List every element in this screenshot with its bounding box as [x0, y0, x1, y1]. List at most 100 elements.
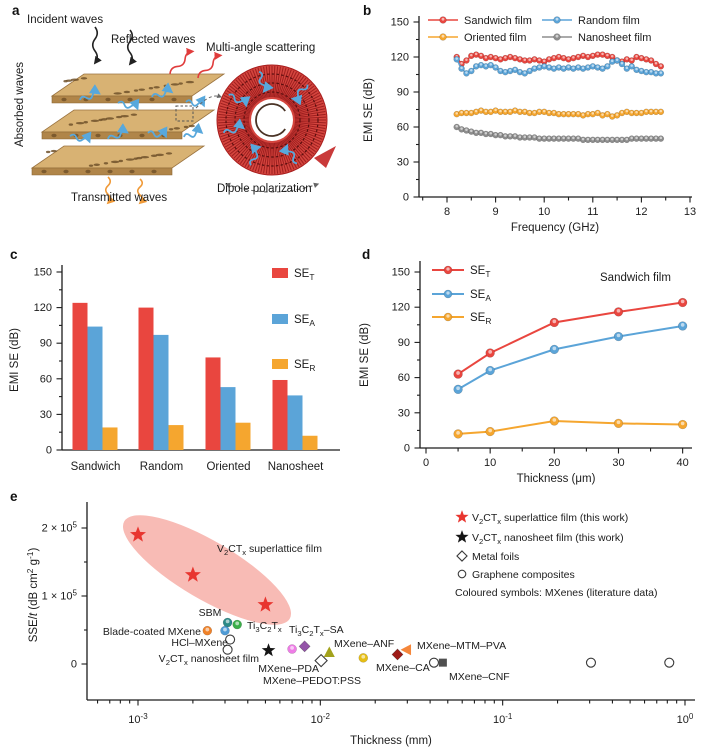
reflected-wave-icon — [169, 47, 195, 75]
series-SER — [453, 416, 688, 439]
scattered-wave-icon — [183, 122, 204, 138]
panel-d-letter: d — [362, 247, 371, 262]
y-tick-label: 150 — [391, 16, 409, 28]
series-nanosheet-film — [453, 123, 665, 144]
bar — [153, 334, 169, 450]
scattered-wave-icon — [69, 131, 92, 144]
y-tick-label: 30 — [40, 409, 52, 421]
legend-label: Random film — [578, 15, 640, 27]
x-tick-label: 10-1 — [493, 712, 513, 726]
axes: 0 30 60 90 120 150 8 9 10 11 12 13 Frequency (GHz) EM… — [363, 16, 696, 234]
transmitted-wave-icon — [104, 176, 116, 205]
point-label: Ti3C2Tx–SA — [289, 624, 344, 638]
inset-box — [175, 105, 194, 122]
point-mxene–pda — [298, 640, 311, 653]
point-mxene–anf — [323, 646, 335, 657]
y-tick-label: 1 × 105 — [42, 589, 78, 603]
legend-label: SER — [470, 312, 491, 326]
y-tick-label: 120 — [392, 302, 410, 314]
point-mxene–ca — [391, 648, 404, 661]
emi-se-vs-frequency-chart: 0 30 60 90 120 150 8 9 10 11 12 13 Frequency (GHz) EM… — [363, 15, 696, 234]
emi-se-vs-thickness-chart: 0 30 60 90 120 150 0 10 20 30 40 Thickness (μm) EMI … — [359, 261, 692, 485]
schematic-drawing — [30, 26, 336, 205]
scattered-wave-icon — [278, 143, 298, 165]
legend-label: SET — [294, 268, 314, 282]
y-tick-label: 2 × 105 — [42, 521, 78, 535]
legend-label: Nanosheet film — [578, 32, 651, 44]
series-SEA — [453, 321, 688, 394]
panel-b-letter: b — [363, 3, 372, 18]
category-label: Random — [140, 461, 183, 473]
y-tick-label: 60 — [40, 373, 52, 385]
x-tick-label: 10 — [538, 206, 550, 218]
dipole-polarization-label: Dipole polarization — [217, 183, 312, 195]
y-axis-title: EMI SE (dB) — [363, 78, 375, 142]
x-axis-title: Thickness (μm) — [517, 473, 596, 485]
bar — [235, 422, 251, 450]
x-tick-label: 8 — [444, 206, 450, 218]
mxene-scroll — [216, 64, 336, 176]
x-tick-label: 10-2 — [311, 712, 331, 726]
point-v2ctxsuperlatticefilm — [257, 596, 274, 612]
point-labels: V2CTx superlattice film SBM Blade-coated M… — [103, 543, 510, 687]
axes: 0 30 60 90 120 150 0 10 20 30 40 Thickness (μm) EMI … — [359, 261, 692, 485]
point-v2ctxsuperlatticefilm — [130, 526, 146, 542]
schematic-shapes — [30, 26, 336, 205]
legend-label: SER — [294, 359, 315, 373]
legend-label: Metal foils — [472, 551, 519, 563]
bar — [168, 425, 184, 450]
incident-waves-label: Incident waves — [27, 14, 104, 26]
point-blade-coatedmxene — [202, 625, 213, 636]
category-label: Sandwich — [71, 461, 121, 473]
bar — [87, 326, 103, 450]
y-tick-label: 0 — [71, 659, 77, 671]
scattered-wave-icon — [147, 126, 168, 139]
scattered-wave-icon — [151, 82, 174, 98]
mxene-slab — [30, 145, 206, 176]
inset-arrow-icon — [195, 93, 223, 109]
point-graphenecomposites — [664, 657, 675, 668]
y-tick-label: 0 — [403, 192, 409, 204]
point-mxene–mtm–pva — [400, 644, 412, 656]
sse-vs-thickness-scatter: 0 1 × 105 2 × 105 10-3 10-2 10-1 100 Thickness … — [25, 502, 695, 747]
y-tick-label: 150 — [34, 266, 52, 278]
x-axis-title: Frequency (GHz) — [511, 222, 599, 234]
bar — [205, 357, 221, 450]
scattered-wave-icon — [222, 118, 245, 134]
panel-a-schematic: Incident waves Reflected waves Multi-ang… — [0, 0, 352, 245]
bar — [272, 379, 288, 450]
scattered-wave-icon — [117, 98, 140, 111]
x-axis-title: Thickness (mm) — [350, 735, 432, 747]
legend: Sandwich film Random film Oriented film Nan… — [428, 15, 651, 44]
axes: 0 1 × 105 2 × 105 10-3 10-2 10-1 100 Thickness … — [25, 502, 695, 747]
multi-angle-scattering-label: Multi-angle scattering — [206, 42, 316, 54]
point-label: MXene–PDA — [258, 663, 319, 675]
scattered-wave-icon — [290, 84, 309, 106]
absorbed-waves-label: Absorbed waves — [14, 62, 26, 148]
legend-label: Graphene composites — [472, 569, 575, 581]
x-tick-label: 12 — [635, 206, 647, 218]
scattered-wave-icon — [258, 70, 274, 93]
scattered-wave-icon — [79, 84, 101, 101]
point-hcl–mxene — [225, 634, 236, 645]
point-label: MXene–CA — [376, 662, 430, 674]
panel-c-letter: c — [10, 247, 18, 262]
series-random-film — [453, 56, 665, 77]
x-tick-label: 40 — [677, 457, 689, 469]
y-tick-label: 120 — [391, 51, 409, 63]
point-ti3c2tx — [232, 619, 242, 630]
y-tick-label: 90 — [397, 86, 409, 98]
y-tick-label: 0 — [404, 443, 410, 455]
bar — [72, 302, 88, 450]
point-label: Ti3C2Tx — [247, 620, 282, 634]
bars-1 — [87, 326, 303, 450]
point-label: MXene–MTM–PVA — [417, 640, 506, 652]
legend-label: V2CTx nanosheet film (this work) — [472, 532, 624, 546]
x-tick-label: 13 — [684, 206, 696, 218]
y-tick-label: 60 — [397, 121, 409, 133]
x-tick-label: 0 — [423, 457, 429, 469]
panel-e-scatter-chart: 0 1 × 105 2 × 105 10-3 10-2 10-1 100 Thickness … — [0, 490, 703, 753]
data-points — [130, 526, 675, 668]
bar — [220, 387, 236, 450]
bar — [302, 435, 318, 450]
